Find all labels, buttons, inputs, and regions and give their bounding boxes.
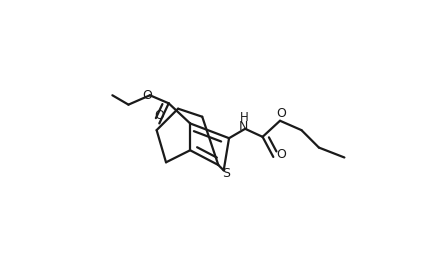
Text: N: N (239, 120, 248, 133)
Text: H: H (240, 111, 248, 124)
Text: O: O (142, 89, 152, 102)
Text: O: O (276, 148, 286, 161)
Text: S: S (222, 167, 230, 180)
Text: O: O (276, 107, 286, 120)
Text: O: O (154, 109, 164, 122)
